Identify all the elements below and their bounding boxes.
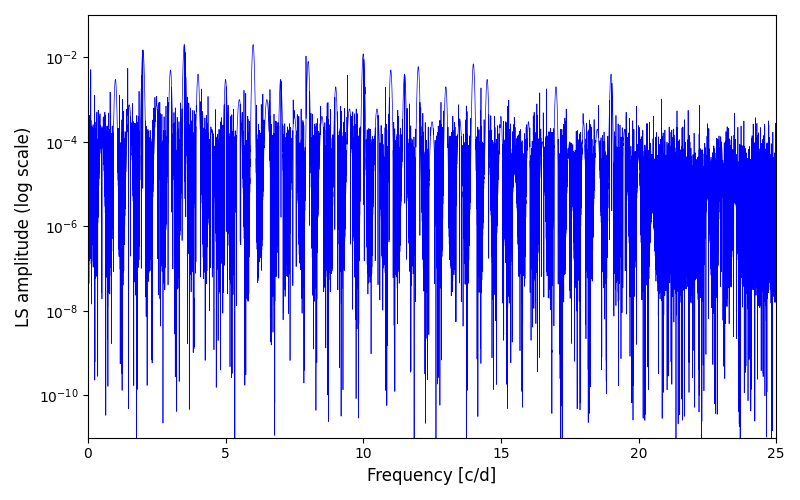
X-axis label: Frequency [c/d]: Frequency [c/d]: [367, 467, 497, 485]
Y-axis label: LS amplitude (log scale): LS amplitude (log scale): [15, 126, 33, 326]
